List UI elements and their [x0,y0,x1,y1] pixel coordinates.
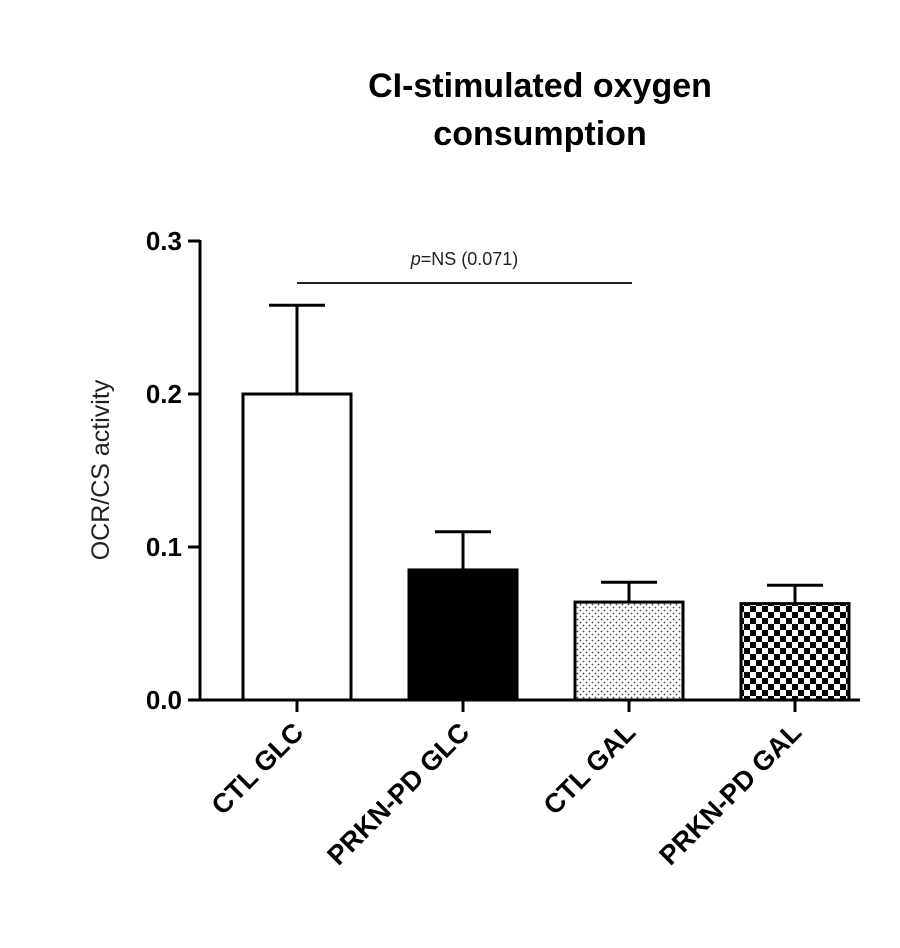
chart-title-line-2: consumption [433,115,647,153]
bar [573,600,685,702]
y-axis-label: OCR/CS activity [87,379,115,560]
x-tick-label: PRKN-PD GLC [321,717,475,871]
significance-annotation: p=NS (0.071) [297,249,632,284]
bar [739,602,851,702]
significance-label: p=NS (0.071) [410,249,519,269]
y-tick-label: 0.0 [146,685,182,715]
y-tick-label: 0.2 [146,379,182,409]
x-tick-label: CTL GAL [538,717,642,821]
x-tick-label: PRKN-PD GAL [653,717,807,871]
x-tick-label: CTL GLC [206,717,310,821]
y-tick-label: 0.3 [146,226,182,256]
bar [407,568,519,702]
bar [241,392,353,702]
y-tick-label: 0.1 [146,532,182,562]
chart-title: CI-stimulated oxygen consumption [290,62,790,158]
chart-title-line-1: CI-stimulated oxygen [368,67,712,105]
bars [241,303,851,702]
